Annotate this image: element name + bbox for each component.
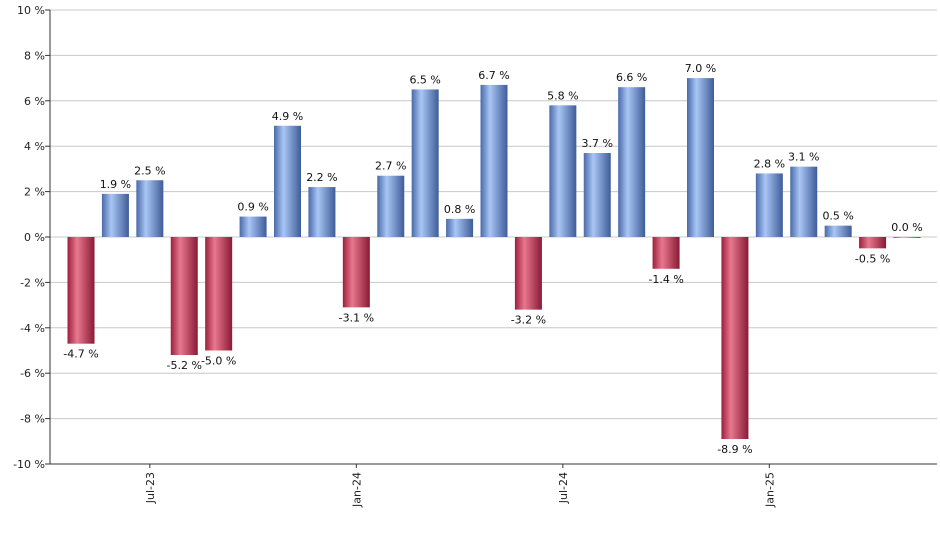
y-tick-label: 0 % xyxy=(24,231,45,244)
bar-negative xyxy=(514,237,542,310)
y-tick-label: -2 % xyxy=(20,276,45,289)
x-tick-label: Jul-24 xyxy=(557,472,570,504)
data-label: 6.7 % xyxy=(478,69,509,82)
data-label: -5.0 % xyxy=(201,355,236,368)
data-label: 3.1 % xyxy=(788,151,819,164)
bar-positive xyxy=(790,166,818,237)
bar-positive xyxy=(446,218,474,237)
bar-positive xyxy=(687,78,714,237)
data-label: 2.8 % xyxy=(754,157,785,170)
y-tick-label: 4 % xyxy=(24,140,45,153)
bar-positive xyxy=(308,187,336,237)
y-tick-label: 6 % xyxy=(24,95,45,108)
bar-positive xyxy=(618,87,646,238)
bar-negative xyxy=(859,237,887,249)
bar-negative xyxy=(205,237,233,351)
y-tick-label: -4 % xyxy=(20,322,45,335)
bar-positive xyxy=(549,105,577,237)
x-tick-label: Jul-23 xyxy=(144,472,157,504)
data-label: 4.9 % xyxy=(272,110,303,123)
x-tick-label: Jan-24 xyxy=(350,472,363,508)
bar-negative xyxy=(170,237,198,356)
y-tick-label: 2 % xyxy=(24,186,45,199)
bar-negative xyxy=(342,237,370,308)
bar-positive xyxy=(583,153,611,237)
bar-positive xyxy=(411,89,439,237)
bar-negative xyxy=(721,237,749,440)
data-label: 0.8 % xyxy=(444,203,475,216)
data-label: 3.7 % xyxy=(582,137,613,150)
data-labels: -4.7 % 1.9 %2.5 % -5.2 %-5.0 % 0.9 % 4.9 % 2.… xyxy=(63,62,922,456)
data-label: 2.2 % xyxy=(306,171,337,184)
data-label: 2.5 % xyxy=(134,164,165,177)
bar-negative xyxy=(652,237,680,269)
bar-positive xyxy=(893,237,921,238)
data-label: 6.6 % xyxy=(616,71,647,84)
data-label: 0.9 % xyxy=(237,201,268,214)
data-label: -3.2 % xyxy=(511,314,546,327)
bar-positive xyxy=(239,216,267,237)
data-label: 1.9 % xyxy=(100,178,131,191)
y-tick-label: -8 % xyxy=(20,413,45,426)
y-tick-label: -6 % xyxy=(20,367,45,380)
bar-positive xyxy=(274,125,301,237)
data-label: -0.5 % xyxy=(855,252,890,265)
data-label: 5.8 % xyxy=(547,89,578,102)
bar-positive xyxy=(480,84,508,237)
y-tick-label: 8 % xyxy=(24,49,45,62)
y-tick-label: -10 % xyxy=(13,458,45,471)
axes: 10 % 8 % 6 % 4 % 2 % 0 % -2 % -4 % -6 % -8 % -10 %… xyxy=(13,4,937,508)
bar-positive xyxy=(824,225,852,237)
bar-positive xyxy=(136,180,164,237)
data-label: -4.7 % xyxy=(63,348,98,361)
data-label: 0.0 % xyxy=(891,221,922,234)
bar-negative xyxy=(67,237,95,344)
data-label: 2.7 % xyxy=(375,160,406,173)
x-tick-label: Jan-25 xyxy=(763,472,776,508)
bars xyxy=(67,78,921,440)
bar-positive xyxy=(377,175,405,237)
y-tick-label: 10 % xyxy=(17,4,45,17)
data-label: -1.4 % xyxy=(648,273,683,286)
data-label: 7.0 % xyxy=(685,62,716,75)
data-label: 6.5 % xyxy=(409,73,440,86)
data-label: -8.9 % xyxy=(717,443,752,456)
data-label: -3.1 % xyxy=(339,311,374,324)
data-label: 0.5 % xyxy=(822,210,853,223)
bar-positive xyxy=(755,173,783,237)
bar-positive xyxy=(101,193,129,237)
data-label: -5.2 % xyxy=(167,359,202,372)
